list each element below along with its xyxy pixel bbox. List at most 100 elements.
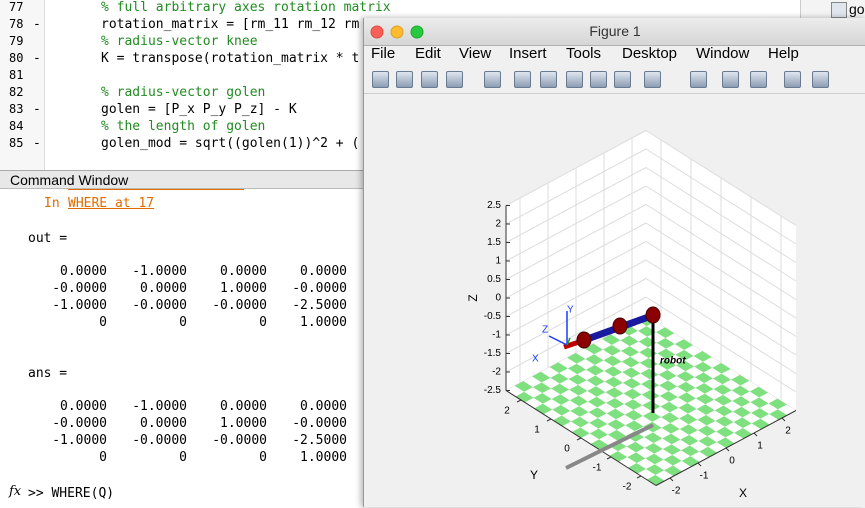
floor-tile: [624, 409, 643, 421]
matrix-cell: -0.0000: [212, 433, 267, 448]
panel-item[interactable]: go: [849, 1, 865, 17]
floor-tile: [589, 418, 608, 429]
toolbar-button[interactable]: [644, 71, 661, 88]
floor-tile: [606, 408, 625, 420]
toolbar-button[interactable]: [566, 71, 583, 88]
z-tick-label: 1: [495, 256, 501, 267]
floor-tile: [514, 381, 533, 392]
toolbar-button[interactable]: [484, 71, 501, 88]
floor-tile: [577, 369, 596, 381]
line-number: 83: [9, 102, 24, 116]
floor-tile: [560, 389, 579, 401]
code-line: % radius-vector golen: [101, 85, 266, 100]
x-tick-label: -1: [700, 471, 709, 482]
toolbar-button[interactable]: [421, 71, 438, 88]
floor-tile: [532, 371, 551, 383]
toolbar-button[interactable]: [514, 71, 531, 88]
y-tick-label: 1: [534, 425, 540, 436]
menu-item[interactable]: Edit: [415, 45, 441, 62]
z-axis-label: Z: [466, 294, 480, 301]
z-tick-label: 2: [495, 219, 501, 230]
floor-tile: [627, 463, 646, 474]
z-tick-label: -1: [492, 330, 501, 341]
floor-tile: [584, 343, 603, 355]
toolbar-button[interactable]: [446, 71, 463, 88]
floor-tile: [667, 365, 686, 376]
y-tick-label: -2: [623, 482, 632, 493]
floor-tile: [620, 335, 639, 347]
floor-tile: [607, 429, 626, 441]
matrix-cell: 0: [179, 450, 187, 465]
floor-tile: [558, 357, 577, 369]
floor-tile: [670, 418, 689, 429]
minimize-button[interactable]: [390, 25, 404, 39]
floor-tile: [657, 348, 676, 360]
floor-tile: [679, 424, 698, 435]
menu-item[interactable]: Window: [696, 45, 750, 62]
floor-tile: [631, 373, 650, 384]
floor-tile: [567, 353, 586, 364]
toolbar-button[interactable]: [784, 71, 801, 88]
floor-tile: [693, 351, 712, 362]
matrix-cell: -2.5000: [292, 433, 347, 448]
floor-tile: [641, 389, 660, 401]
command-window: Command Window In WHERE at 17 out = 0.0000 -…: [0, 170, 363, 508]
floor-tile: [732, 396, 751, 407]
floor-tile: [603, 355, 622, 367]
floor-tile: [524, 387, 543, 398]
floor-tile: [642, 411, 661, 422]
toolbar-button[interactable]: [396, 71, 413, 88]
toolbar-button[interactable]: [590, 71, 607, 88]
floor-tile: [696, 393, 715, 405]
floor-tile: [607, 419, 626, 430]
floor-tile: [658, 369, 677, 381]
floor-tile: [515, 391, 534, 403]
floor-tile: [523, 376, 542, 388]
toolbar-button[interactable]: [540, 71, 557, 88]
floor-tile: [731, 374, 750, 386]
menu-item[interactable]: Desktop: [622, 45, 678, 62]
right-panel: go: [800, 0, 865, 20]
floor-tile: [641, 379, 660, 390]
floor-tile: [686, 387, 705, 399]
matrix-cell: -0.0000: [292, 416, 347, 431]
toolbar-button[interactable]: [750, 71, 767, 88]
line-number: 85: [9, 136, 24, 150]
floor-tile: [707, 431, 726, 443]
floor-tile: [741, 402, 760, 413]
menu-item[interactable]: Tools: [566, 45, 602, 62]
floor-tile: [632, 383, 651, 395]
floor-tile: [644, 432, 663, 443]
code-line: % the length of golen: [101, 119, 266, 134]
x-tick-label: -2: [672, 486, 681, 497]
panel-icon: [831, 2, 847, 18]
line-number: 80: [9, 51, 24, 65]
tick-mark: [576, 437, 582, 441]
zoom-button[interactable]: [410, 25, 424, 39]
matrix-cell: -1.0000: [52, 298, 107, 313]
floor-tile: [611, 340, 630, 351]
floor-tile: [532, 382, 551, 393]
floor-tile: [576, 358, 595, 370]
floor-tile: [580, 422, 599, 434]
floor-tile: [676, 360, 695, 372]
matrix-cell: 0.0000: [300, 264, 347, 279]
toolbar-button[interactable]: [614, 71, 631, 88]
floor-tile: [549, 362, 568, 373]
output-name: ans =: [28, 366, 68, 381]
menu-item[interactable]: View: [459, 45, 492, 62]
toolbar-button[interactable]: [812, 71, 829, 88]
toolbar-button[interactable]: [722, 71, 739, 88]
close-button[interactable]: [370, 25, 384, 39]
menu-item[interactable]: Insert: [509, 45, 547, 62]
matrix-cell: 0.0000: [140, 281, 187, 296]
toolbar-button[interactable]: [690, 71, 707, 88]
z-tick-label: 0.5: [487, 274, 501, 285]
menu-item[interactable]: Help: [768, 45, 799, 62]
toolbar-button[interactable]: [372, 71, 389, 88]
matrix-cell: -1.0000: [52, 433, 107, 448]
menu-item[interactable]: File: [371, 45, 396, 62]
floor-tile: [706, 410, 725, 421]
matrix-cell: -0.0000: [52, 416, 107, 431]
tick-mark: [636, 475, 642, 479]
